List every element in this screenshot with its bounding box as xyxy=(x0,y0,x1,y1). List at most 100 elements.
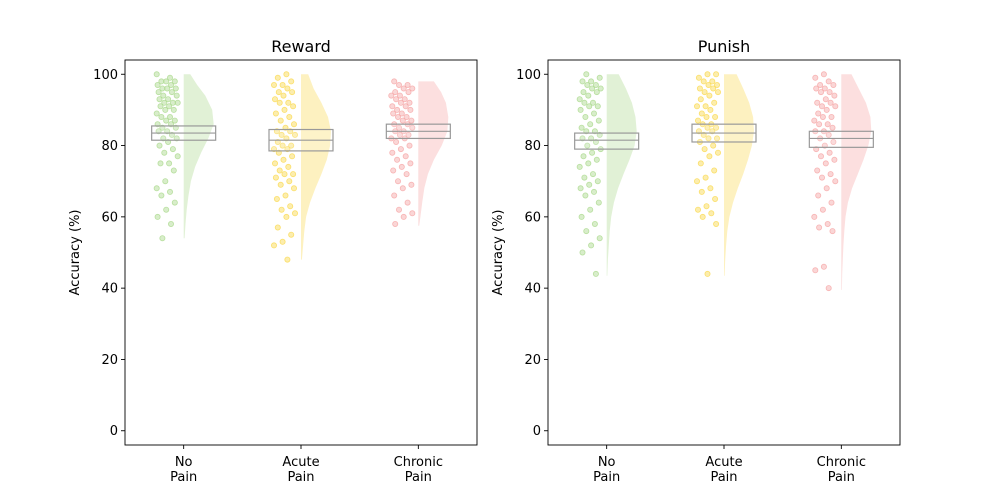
data-point xyxy=(579,249,586,256)
data-point xyxy=(167,220,174,227)
data-point xyxy=(289,153,296,160)
data-point xyxy=(825,131,832,138)
y-tick-label: 0 xyxy=(110,424,118,439)
data-point xyxy=(707,185,714,192)
data-point xyxy=(832,178,839,185)
y-tick-label: 60 xyxy=(101,210,118,225)
data-point xyxy=(710,142,717,149)
data-point xyxy=(392,89,399,96)
data-point xyxy=(588,242,595,249)
data-point xyxy=(714,135,721,142)
data-point xyxy=(713,220,720,227)
data-point xyxy=(171,117,178,124)
data-point xyxy=(163,78,170,85)
data-point xyxy=(273,195,280,202)
data-point xyxy=(154,213,161,220)
data-point xyxy=(172,85,179,92)
data-point xyxy=(715,89,722,96)
data-point xyxy=(389,149,396,156)
data-point xyxy=(288,142,295,149)
data-point xyxy=(166,74,173,81)
data-point xyxy=(396,92,403,99)
data-point xyxy=(394,156,401,163)
data-point xyxy=(596,74,603,81)
data-point xyxy=(582,114,589,121)
data-point xyxy=(161,149,168,156)
data-point xyxy=(695,117,702,124)
data-point xyxy=(820,71,827,78)
data-point xyxy=(583,228,590,235)
group-no-pain xyxy=(574,71,640,277)
y-axis-title: Accuracy (%) xyxy=(491,210,506,296)
data-point xyxy=(276,167,283,174)
data-point xyxy=(392,220,399,227)
data-point xyxy=(286,114,293,121)
data-point xyxy=(285,99,292,106)
data-point xyxy=(815,192,822,199)
data-point xyxy=(391,78,398,85)
data-point xyxy=(404,82,411,89)
data-point xyxy=(174,99,181,106)
data-point xyxy=(168,89,175,96)
data-point xyxy=(814,99,821,106)
data-point xyxy=(585,160,592,167)
data-point xyxy=(405,89,412,96)
data-point xyxy=(397,99,404,106)
data-point xyxy=(271,96,278,103)
data-point xyxy=(280,156,287,163)
data-point xyxy=(708,210,715,217)
x-tick-label: Pain xyxy=(828,470,855,485)
data-point xyxy=(163,206,170,213)
data-point xyxy=(169,146,176,153)
data-point xyxy=(811,117,818,124)
data-point xyxy=(281,171,288,178)
data-point xyxy=(825,285,832,292)
data-point xyxy=(290,121,297,128)
data-point xyxy=(271,160,278,167)
data-point xyxy=(277,181,284,188)
data-point xyxy=(160,92,167,99)
data-point xyxy=(156,142,163,149)
data-point xyxy=(828,114,835,121)
data-point xyxy=(285,163,292,170)
data-point xyxy=(713,71,720,78)
data-point xyxy=(824,220,831,227)
data-point xyxy=(158,192,165,199)
data-point xyxy=(395,82,402,89)
data-point xyxy=(165,96,172,103)
panel-title: Punish xyxy=(698,37,751,56)
data-point xyxy=(408,181,415,188)
data-point xyxy=(697,96,704,103)
data-point xyxy=(576,163,583,170)
data-point xyxy=(816,224,823,231)
data-point xyxy=(403,114,410,121)
density-cloud xyxy=(183,74,214,239)
data-point xyxy=(704,71,711,78)
data-point xyxy=(272,110,279,117)
data-point xyxy=(823,185,830,192)
data-point xyxy=(703,114,710,121)
data-point xyxy=(825,78,832,85)
data-point xyxy=(815,110,822,117)
data-point xyxy=(388,92,395,99)
data-point xyxy=(712,114,719,121)
data-point xyxy=(704,124,711,131)
data-point xyxy=(594,178,601,185)
data-point xyxy=(390,110,397,117)
data-point xyxy=(174,153,181,160)
data-point xyxy=(823,106,830,113)
x-tick-label: Chronic xyxy=(817,455,866,470)
data-point xyxy=(706,92,713,99)
data-point xyxy=(279,238,286,245)
data-point xyxy=(576,96,583,103)
data-point xyxy=(817,82,824,89)
y-tick-label: 20 xyxy=(524,353,541,368)
data-point xyxy=(283,71,290,78)
data-point xyxy=(585,92,592,99)
data-point xyxy=(166,188,173,195)
y-tick-label: 20 xyxy=(101,353,118,368)
data-point xyxy=(409,210,416,217)
data-point xyxy=(157,103,164,110)
data-point xyxy=(584,142,591,149)
data-point xyxy=(407,160,414,167)
